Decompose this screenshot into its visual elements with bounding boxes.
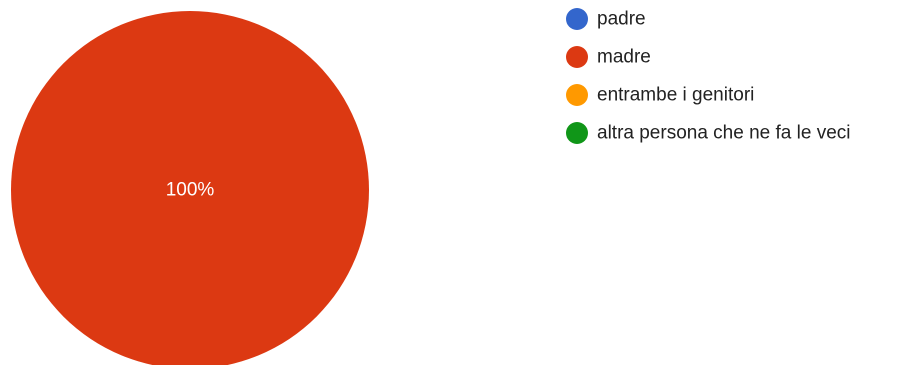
legend-label-padre: padre <box>597 9 646 30</box>
pie-slice-madre[interactable] <box>11 11 369 365</box>
legend-label-entrambe-i-genitori: entrambe i genitori <box>597 85 754 106</box>
legend-marker-altra-persona-che-ne-fa-le-veci <box>566 122 588 144</box>
legend-item-padre[interactable]: padre <box>566 8 646 30</box>
chart-legend: padre madre entrambe i genitori altra perso… <box>566 8 851 144</box>
legend-item-entrambe-i-genitori[interactable]: entrambe i genitori <box>566 84 754 106</box>
legend-marker-entrambe-i-genitori <box>566 84 588 106</box>
legend-label-madre: madre <box>597 47 651 68</box>
legend-label-altra-persona-che-ne-fa-le-veci: altra persona che ne fa le veci <box>597 123 851 144</box>
pie-slice-value-label: 100% <box>166 180 215 201</box>
legend-item-madre[interactable]: madre <box>566 46 651 68</box>
pie-slice-labels: 100% <box>166 180 215 201</box>
pie-slices <box>11 11 369 365</box>
legend-item-altra-persona-che-ne-fa-le-veci[interactable]: altra persona che ne fa le veci <box>566 122 851 144</box>
legend-marker-padre <box>566 8 588 30</box>
legend-marker-madre <box>566 46 588 68</box>
